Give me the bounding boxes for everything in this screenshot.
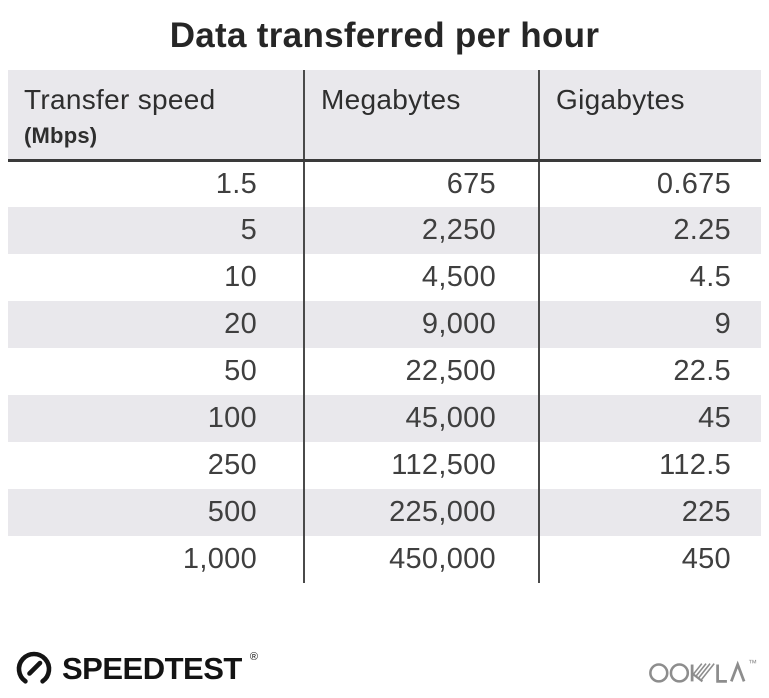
cell-gigabytes: 22.5	[538, 348, 761, 395]
cell-transfer-speed: 100	[207, 402, 257, 434]
cell-megabytes: 225,000	[303, 489, 539, 536]
cell-megabytes: 112,500	[303, 442, 539, 489]
cell-megabytes: 45,000	[303, 395, 539, 442]
table-row: 1,000 450,000 450	[8, 536, 761, 583]
table-row: 5 2,250 2.25	[8, 207, 761, 254]
cell-megabytes: 675	[303, 160, 539, 207]
cell-transfer-speed: 50	[224, 355, 257, 387]
column-header-label: Transfer speed	[24, 84, 216, 115]
table-row: 500 225,000 225	[8, 489, 761, 536]
cell-gigabytes: 450	[538, 536, 761, 583]
data-table: Transfer speed (Mbps) Megabytes Gigabyte…	[8, 70, 761, 583]
cell-gigabytes: 4.5	[538, 254, 761, 301]
page-title: Data transferred per hour	[169, 16, 600, 55]
gauge-icon	[16, 651, 52, 684]
cell-megabytes: 9,000	[303, 301, 539, 348]
table-row: 20 9,000 9	[8, 301, 761, 348]
cell-transfer-speed: 20	[224, 308, 257, 340]
speedtest-logo: SPEEDTEST ®	[14, 648, 258, 688]
cell-gigabytes: 0.675	[538, 160, 761, 207]
cell-gigabytes: 225	[538, 489, 761, 536]
ookla-wordmark-icon	[649, 660, 746, 683]
cell-gigabytes: 9	[538, 301, 761, 348]
cell-gigabytes: 112.5	[538, 442, 761, 489]
table-row: 50 22,500 22.5	[8, 348, 761, 395]
cell-gigabytes: 2.25	[538, 207, 761, 254]
cell-megabytes: 450,000	[303, 536, 539, 583]
cell-megabytes: 2,250	[303, 207, 539, 254]
column-header-label: Gigabytes	[556, 84, 685, 115]
cell-transfer-speed: 500	[207, 496, 257, 528]
column-header-megabytes: Megabytes	[303, 70, 539, 160]
cell-megabytes: 4,500	[303, 254, 539, 301]
table-row: 10 4,500 4.5	[8, 254, 761, 301]
registered-trademark-symbol: ®	[249, 651, 258, 663]
column-header-sublabel: (Mbps)	[24, 123, 98, 148]
cell-megabytes: 22,500	[303, 348, 539, 395]
ookla-logo: ™	[649, 656, 757, 686]
table-row: 100 45,000 45	[8, 395, 761, 442]
cell-gigabytes: 45	[538, 395, 761, 442]
cell-transfer-speed: 10	[224, 261, 257, 293]
table-body: 1.5 675 0.675 5 2,250 2.25 10 4,500 4.5 20 9,000 9 5…	[8, 160, 761, 583]
header-row: Transfer speed (Mbps) Megabytes Gigabyte…	[8, 70, 761, 160]
trademark-symbol: ™	[748, 658, 757, 668]
table-row: 1.5 675 0.675	[8, 160, 761, 207]
cell-transfer-speed: 1.5	[215, 167, 257, 200]
column-header-transfer-speed: Transfer speed (Mbps)	[8, 70, 304, 160]
cell-transfer-speed: 1,000	[182, 543, 257, 575]
column-header-label: Megabytes	[321, 84, 461, 115]
cell-transfer-speed: 250	[207, 449, 257, 481]
table-row: 250 112,500 112.5	[8, 442, 761, 489]
column-header-gigabytes: Gigabytes	[538, 70, 761, 160]
cell-transfer-speed: 5	[240, 214, 257, 246]
data-table-container: Transfer speed (Mbps) Megabytes Gigabyte…	[8, 70, 761, 583]
speedtest-wordmark: SPEEDTEST	[62, 650, 242, 686]
